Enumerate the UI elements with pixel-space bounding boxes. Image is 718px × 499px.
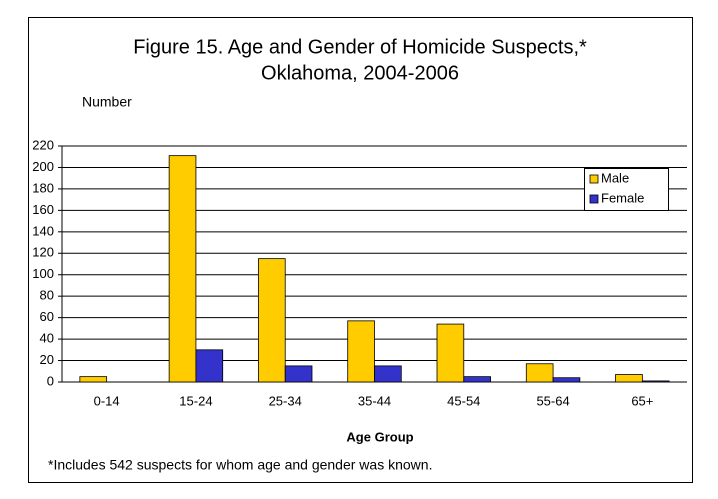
x-tick-label: 45-54 xyxy=(447,393,480,408)
bar xyxy=(615,374,643,383)
legend-label: Female xyxy=(601,190,644,205)
y-tick-label: 20 xyxy=(40,352,54,367)
y-tick-label: 220 xyxy=(32,137,54,152)
bar xyxy=(641,380,670,383)
x-tick-label: 15-24 xyxy=(179,393,212,408)
legend-label: Male xyxy=(601,170,629,185)
y-tick-label: 200 xyxy=(32,159,54,174)
legend-box xyxy=(584,168,669,211)
x-axis-label: Age Group xyxy=(346,429,413,444)
legend-swatch xyxy=(589,174,599,184)
x-tick-label: 65+ xyxy=(631,393,653,408)
bar xyxy=(195,349,224,383)
x-tick-label: 35-44 xyxy=(358,393,391,408)
bar xyxy=(436,323,465,383)
chart-border xyxy=(28,17,693,483)
y-tick-label: 120 xyxy=(32,245,54,260)
y-tick-label: 80 xyxy=(40,288,54,303)
x-tick-label: 0-14 xyxy=(94,393,120,408)
chart-title: Figure 15. Age and Gender of Homicide Su… xyxy=(133,36,587,58)
y-tick-label: 100 xyxy=(32,266,54,281)
y-tick-label: 60 xyxy=(40,309,54,324)
bar xyxy=(347,320,375,383)
footnote: *Includes 542 suspects for whom age and … xyxy=(48,457,432,473)
bar xyxy=(463,376,491,383)
y-tick-label: 0 xyxy=(47,373,54,388)
y-tick-label: 160 xyxy=(32,202,54,217)
bar xyxy=(284,365,313,383)
bar xyxy=(258,258,286,383)
legend-swatch xyxy=(589,194,599,204)
bar xyxy=(525,363,554,383)
x-tick-label: 25-34 xyxy=(269,393,302,408)
chart-subtitle: Oklahoma, 2004-2006 xyxy=(261,62,459,84)
bar xyxy=(552,377,581,383)
x-tick-label: 55-64 xyxy=(536,393,569,408)
y-tick-label: 140 xyxy=(32,223,54,238)
bar xyxy=(374,365,402,383)
y-tick-label: 180 xyxy=(32,180,54,195)
bar xyxy=(168,155,197,383)
y-axis-label: Number xyxy=(82,94,132,110)
bar xyxy=(79,376,108,383)
y-tick-label: 40 xyxy=(40,331,54,346)
